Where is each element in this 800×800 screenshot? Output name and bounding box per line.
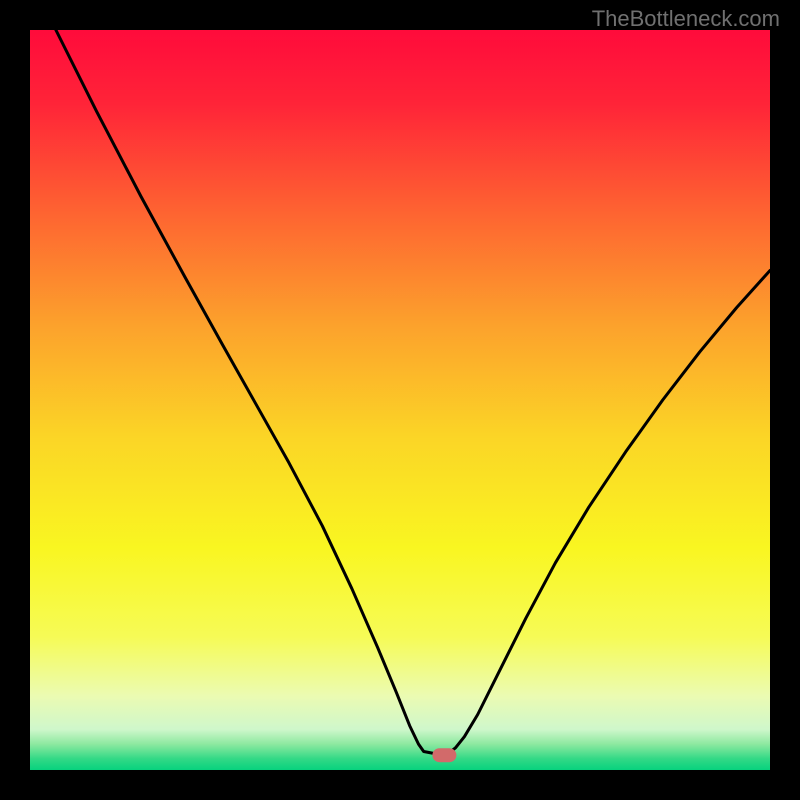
minimum-marker — [432, 748, 456, 762]
gradient-plot-area — [30, 30, 770, 770]
bottleneck-chart — [0, 0, 800, 800]
chart-container: TheBottleneck.com — [0, 0, 800, 800]
watermark-text: TheBottleneck.com — [592, 6, 780, 32]
